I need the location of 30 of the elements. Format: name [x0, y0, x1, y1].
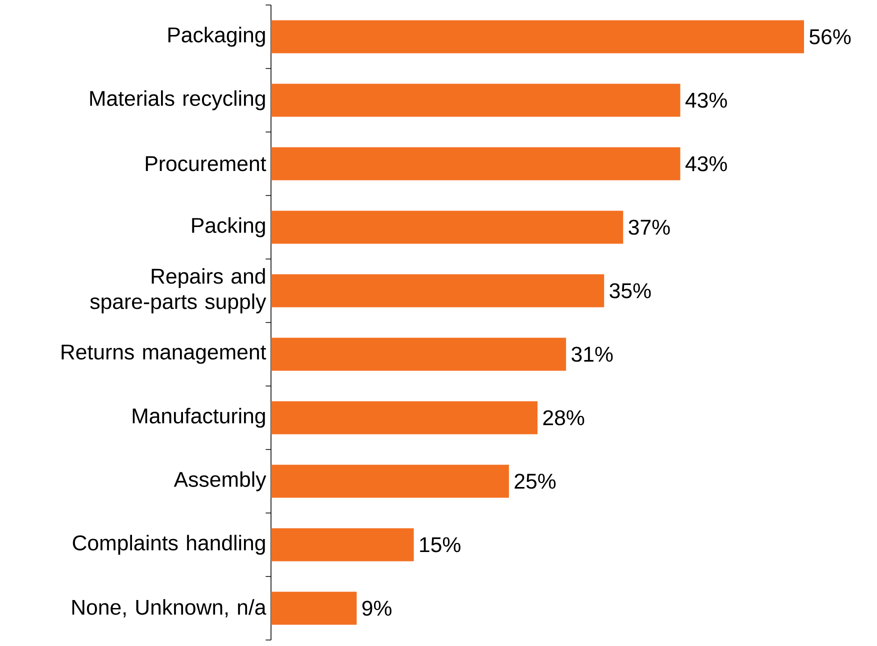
- data-label: 43%: [685, 92, 727, 108]
- y-tick-label: Complaints handling: [72, 534, 265, 555]
- data-label: 35%: [610, 283, 651, 298]
- bar: [271, 84, 680, 117]
- bar: [271, 147, 680, 180]
- bar: [271, 592, 357, 625]
- data-label: 15%: [420, 537, 460, 552]
- y-tick-label: Repairs and spare-parts supply: [90, 268, 266, 314]
- data-label: 37%: [628, 220, 670, 235]
- y-tick-label: None, Unknown, n/a: [72, 599, 266, 618]
- bar: [271, 20, 804, 54]
- y-tick-label: Materials recycling: [90, 90, 265, 110]
- data-label: 9%: [362, 600, 392, 616]
- y-tick-label: Packing: [192, 217, 265, 238]
- data-label: 25%: [514, 474, 556, 489]
- data-label: 43%: [685, 156, 727, 172]
- data-label: 56%: [810, 29, 851, 44]
- y-tick-label: Manufacturing: [132, 408, 265, 428]
- y-tick-label: Packaging: [168, 26, 265, 47]
- y-tick-label: Returns management: [62, 344, 266, 364]
- bar: [271, 528, 414, 562]
- y-tick-label: Procurement: [146, 156, 266, 172]
- bar: [271, 401, 538, 434]
- data-label: 28%: [543, 410, 584, 426]
- y-tick-label: Assembly: [174, 471, 266, 492]
- bar: [271, 274, 604, 308]
- bar: [271, 338, 566, 371]
- bar: [271, 464, 509, 498]
- data-label: 31%: [572, 346, 613, 362]
- bar: [271, 210, 624, 244]
